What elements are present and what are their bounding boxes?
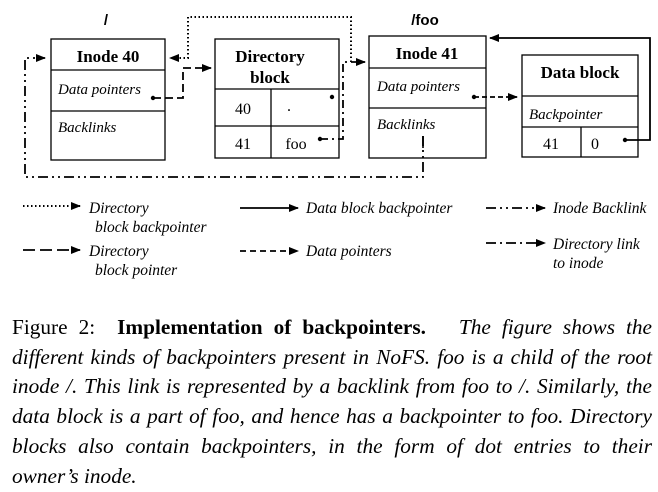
inode-41-data-pointers: Data pointers [376, 79, 460, 95]
legend-data-pointers-label: Data pointers [306, 242, 392, 261]
data-block-backpointer-arrow [489, 34, 651, 141]
inode-40-data-pointers: Data pointers [57, 82, 141, 98]
data-block-inode: 41 [543, 136, 559, 153]
legend-data-block-backpointer-label: Data block backpointer [306, 199, 452, 218]
inode-41-title: Inode 41 [396, 44, 459, 63]
foo-label: /foo [411, 12, 439, 29]
dirblock-row1-name: . [287, 98, 291, 115]
legend-dir-backpointer-line2: block backpointer [95, 219, 207, 236]
legend-dir-pointer-label: Directory block pointer [89, 242, 177, 280]
inode-41-box: Inode 41 Data pointers Backlinks [368, 35, 487, 159]
legend-dir-link-line1: Directory link [553, 236, 640, 253]
inode-40-backlinks: Backlinks [58, 120, 116, 136]
inode-40-title: Inode 40 [77, 47, 140, 66]
dirblock-title-1: Directory [235, 47, 305, 66]
legend-inode-backlink-text: Inode Backlink [553, 200, 647, 217]
dir-block-pointer-origin [150, 95, 156, 101]
legend-inode-backlink-label: Inode Backlink [553, 199, 646, 218]
dirblock-row2-inode: 41 [235, 136, 251, 153]
legend-dir-backpointer-line1: Directory [89, 200, 149, 217]
legend-dir-pointer-line1: Directory [89, 243, 149, 260]
legend [23, 202, 546, 255]
data-block-title: Data block [541, 63, 620, 82]
dir-block-pointer-arrow [153, 64, 212, 99]
dir-link-origin [317, 136, 323, 142]
data-block-box: Data block Backpointer 41 0 [521, 54, 639, 158]
data-block-offset: 0 [591, 136, 599, 153]
legend-dir-pointer-line2: block pointer [95, 262, 178, 279]
inode-41-backlinks: Backlinks [377, 117, 435, 133]
inode-backlink-arrow [24, 54, 424, 178]
data-block-backpointer: Backpointer [529, 107, 602, 123]
dir-block-backpointer-arrow [169, 16, 352, 62]
directory-block-box: Directory block 40 . 41 foo [214, 38, 340, 159]
data-pointers-origin [471, 94, 477, 100]
legend-dir-backpointer-label: Directory block backpointer [89, 199, 206, 237]
dirblock-row2-name: foo [285, 136, 306, 153]
data-block-backpointer-origin [622, 137, 628, 143]
dir-dot-entry-origin [329, 94, 335, 100]
figure-label: Figure 2: [12, 315, 96, 339]
dirblock-row1-inode: 40 [235, 101, 251, 118]
legend-data-pointers-text: Data pointers [306, 243, 392, 260]
legend-dir-link-label: Directory link to inode [553, 235, 640, 273]
figure-caption: Figure 2: Implementation of backpointers… [12, 313, 652, 491]
legend-data-block-backpointer-text: Data block backpointer [306, 200, 453, 217]
root-label: / [104, 12, 109, 29]
figure-caption-body: The figure shows the different kinds of … [12, 315, 652, 488]
dir-link-arrow [320, 58, 366, 140]
dirblock-title-2: block [250, 68, 290, 87]
backpointer-diagram: / /foo Inode 40 Data pointers Backlinks … [23, 12, 651, 255]
figure-title: Implementation of backpointers. [117, 315, 426, 339]
legend-dir-link-line2: to inode [553, 255, 604, 272]
inode-40-box: Inode 40 Data pointers Backlinks [50, 38, 166, 161]
